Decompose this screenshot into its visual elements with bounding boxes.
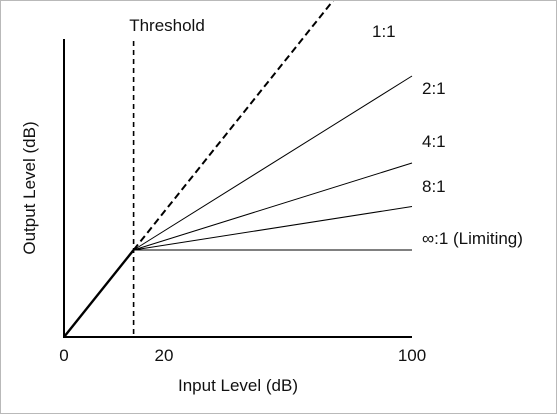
- x-axis-title: Input Level (dB): [178, 376, 298, 395]
- x-tick-label-100: 100: [398, 346, 426, 365]
- series-label-4-1: 4:1: [422, 132, 446, 151]
- ratio-4-1-line: [133, 162, 413, 251]
- y-axis-title: Output Level (dB): [20, 121, 39, 254]
- ratio-1-1-line: [132, 1, 335, 251]
- series-label-8-1: 8:1: [422, 177, 446, 196]
- x-tick-label-20: 20: [155, 346, 174, 365]
- series-label-limiting: ∞:1 (Limiting): [422, 229, 523, 248]
- threshold-label: Threshold: [129, 16, 205, 35]
- ratio-2-1-line: [133, 75, 413, 251]
- series-label-2-1: 2:1: [422, 79, 446, 98]
- x-tick-label-0: 0: [59, 346, 68, 365]
- ratio-8-1-line: [133, 206, 413, 251]
- series-label-1-1: 1:1: [372, 22, 396, 41]
- below-threshold-line: [63, 249, 135, 338]
